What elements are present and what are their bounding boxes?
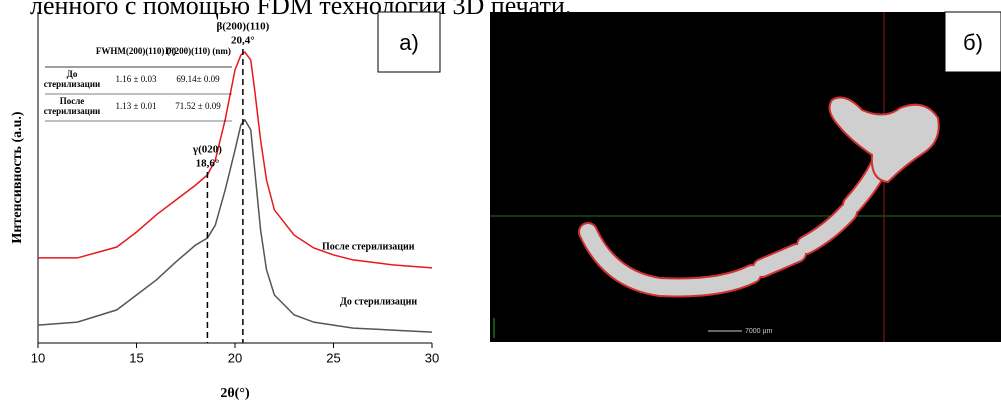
x-tick-label: 25 (326, 350, 340, 365)
sample-blob (828, 96, 940, 184)
table-header: D(200)(110) (nm) (165, 46, 231, 56)
peak-value: 20,4° (231, 35, 255, 47)
table-cell: 1.13 ± 0.01 (116, 101, 157, 111)
x-tick-label: 30 (425, 350, 439, 365)
ct-image: 7000 µm б) (490, 11, 1001, 342)
peak-label: β(200)(110) (216, 21, 269, 33)
x-tick-label: 20 (228, 350, 242, 365)
x-axis-label: 2θ(°) (220, 386, 250, 401)
x-tick-label: 15 (129, 350, 143, 365)
table-header: FWHM(200)(110) (°) (96, 46, 176, 56)
table-cell: 1.16 ± 0.03 (116, 74, 157, 84)
table-row-label: После (60, 96, 85, 106)
panel-label: а) (399, 30, 419, 55)
table-cell: 71.52 ± 0.09 (175, 101, 221, 111)
table-row-label: стерилизации (44, 79, 101, 89)
xrd-chart: 10 15 20 25 30 2θ(°) Интенсивность (a.u.) После… (10, 11, 441, 401)
series-label: До стерилизации (340, 296, 417, 307)
y-axis-label: Интенсивность (a.u.) (10, 111, 25, 243)
table-row-label: стерилизации (44, 106, 101, 116)
panel-label-box (377, 11, 441, 73)
image-background (490, 12, 1001, 342)
sample (580, 157, 888, 296)
peak-value: 18,6° (196, 158, 220, 170)
panel-label-box (944, 11, 1001, 73)
x-tick-label: 10 (31, 350, 45, 365)
table-row-label: До (67, 69, 78, 79)
panel-label: б) (963, 30, 983, 55)
series-label: После стерилизации (322, 241, 415, 252)
table-cell: 69.14± 0.09 (176, 74, 220, 84)
scale-bar-label: 7000 µm (745, 328, 773, 335)
peak-label: γ(020) (192, 144, 222, 156)
